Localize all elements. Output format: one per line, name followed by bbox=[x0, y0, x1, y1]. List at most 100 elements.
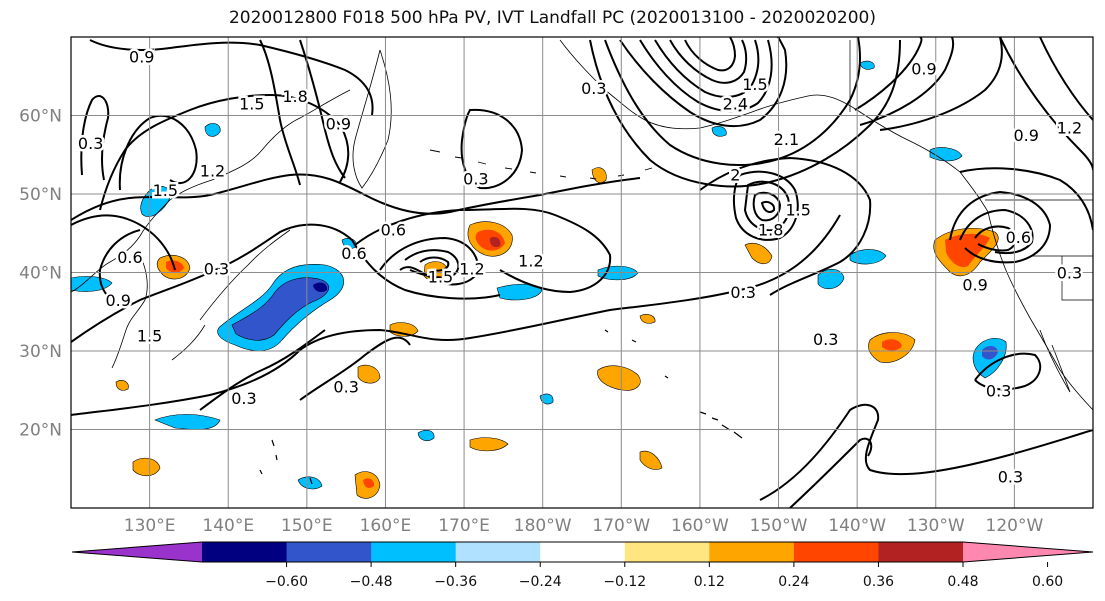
lon-tick-label: 180°W bbox=[514, 516, 572, 536]
pv-contour bbox=[669, 39, 748, 84]
contour-label: 0.6 bbox=[381, 220, 406, 239]
lat-tick-label: 60°N bbox=[19, 107, 62, 127]
neg-anomaly-blob bbox=[231, 277, 330, 341]
pos-anomaly-blob bbox=[639, 450, 663, 470]
colorbar-tick-label: −0.36 bbox=[434, 574, 477, 590]
pv-contour bbox=[854, 37, 923, 111]
contour-label: 0.6 bbox=[117, 248, 142, 267]
border-canada-us bbox=[849, 40, 1093, 301]
pos-anomaly-blob bbox=[489, 236, 501, 248]
neg-anomaly-blob bbox=[817, 269, 845, 290]
coastlines bbox=[71, 39, 1093, 485]
lon-tick-label: 150°E bbox=[281, 516, 333, 536]
coastline-kamchatka bbox=[352, 49, 392, 189]
colorbar-segment bbox=[709, 542, 795, 562]
lon-tick-label: 160°W bbox=[671, 516, 729, 536]
colorbar-outline bbox=[71, 541, 1094, 563]
contour-label: 1.8 bbox=[758, 220, 783, 239]
contour-label: 1.5 bbox=[239, 95, 264, 114]
neg-anomaly-blob bbox=[859, 60, 875, 70]
lon-tick-label: 130°W bbox=[907, 516, 965, 536]
colorbar-extend-high bbox=[963, 542, 1093, 562]
contour-label: 0.3 bbox=[998, 468, 1023, 487]
contour-label: 0.3 bbox=[204, 260, 229, 279]
pv-contour bbox=[760, 200, 776, 213]
contour-label: 1.5 bbox=[785, 201, 810, 220]
pv-contour bbox=[299, 39, 346, 179]
colorbar-tick-label: −0.12 bbox=[603, 574, 646, 590]
neg-anomaly-blob bbox=[417, 429, 435, 442]
pv-contour bbox=[89, 39, 374, 116]
lon-tick-label: 170°E bbox=[438, 516, 490, 536]
colorbar-segment bbox=[793, 542, 879, 562]
contour-label: 2.1 bbox=[774, 130, 799, 149]
colorbar-extend-low bbox=[72, 542, 202, 562]
contour-label: 0.3 bbox=[581, 79, 606, 98]
colorbar bbox=[71, 541, 1094, 563]
contour-label: 2 bbox=[730, 165, 740, 184]
colorbar-tick-label: 0.24 bbox=[778, 574, 809, 590]
neg-anomaly-blob bbox=[204, 123, 221, 137]
coastline-islands bbox=[259, 329, 669, 485]
plot-title: 2020012800 F018 500 hPa PV, IVT Landfall… bbox=[228, 8, 876, 28]
coastline-japan bbox=[171, 229, 291, 361]
pv-contour bbox=[743, 180, 791, 232]
contour-label: 0.6 bbox=[341, 244, 366, 263]
contour-label: 1.2 bbox=[518, 252, 543, 271]
gridlines bbox=[71, 37, 1093, 508]
colorbar-segment bbox=[624, 542, 710, 562]
pv-contour bbox=[71, 214, 176, 271]
colorbar-segment bbox=[455, 542, 541, 562]
pv-contour bbox=[949, 190, 1052, 264]
neg-anomaly-blob bbox=[711, 126, 727, 137]
colorbar-segment bbox=[540, 542, 626, 562]
pos-anomaly-blob bbox=[115, 380, 129, 391]
neg-anomaly-blob bbox=[982, 346, 998, 360]
colorbar-segment bbox=[371, 542, 457, 562]
colorbar-segment bbox=[286, 542, 372, 562]
contour-label: 0.9 bbox=[911, 59, 936, 78]
contour-label: 2.4 bbox=[723, 95, 748, 114]
pv-contour bbox=[98, 229, 141, 306]
colorbar-segment bbox=[202, 542, 288, 562]
contour-label: 0.3 bbox=[813, 330, 838, 349]
contour-label: 0.3 bbox=[333, 377, 358, 396]
contour-label: 1.5 bbox=[153, 181, 178, 200]
map-area: 0.90.31.5 1.80.91.21.50.60.30.91.50.60.61… bbox=[71, 37, 1093, 508]
pv-contour bbox=[654, 39, 760, 98]
lon-tick-label: 140°W bbox=[828, 516, 886, 536]
colorbar-tick-labels: −0.60 −0.48 −0.36 −0.24 −0.12 0.12 0.24 0.36 0.4… bbox=[265, 562, 1063, 590]
pos-anomaly-blob bbox=[597, 365, 641, 391]
latitude-tick-labels: 20°N 30°N 40°N 50°N 60°N bbox=[19, 107, 62, 441]
pv-contour bbox=[699, 156, 872, 296]
neg-anomaly-blob bbox=[849, 249, 887, 265]
pv-contour bbox=[974, 352, 1042, 391]
pv-contour bbox=[879, 37, 1003, 131]
lat-tick-label: 20°N bbox=[19, 421, 62, 441]
coastline-east-asia bbox=[71, 89, 351, 293]
lat-tick-label: 30°N bbox=[19, 342, 62, 362]
pos-anomaly-blob bbox=[469, 437, 509, 452]
pos-anomaly-blob bbox=[363, 478, 375, 488]
pv-contour bbox=[732, 170, 799, 241]
contour-labels: 0.90.31.5 1.80.91.21.50.60.30.91.50.60.61… bbox=[75, 45, 1084, 489]
lon-tick-label: 130°E bbox=[124, 516, 176, 536]
contour-label: 1.2 bbox=[1057, 118, 1082, 137]
pv-contour bbox=[419, 256, 450, 272]
colorbar-tick-label: −0.48 bbox=[350, 574, 393, 590]
pv-contour bbox=[604, 37, 861, 166]
pv-contour bbox=[354, 207, 612, 294]
pv-contour bbox=[639, 39, 773, 113]
pv-contour bbox=[71, 214, 841, 416]
pv-contour bbox=[999, 37, 1093, 171]
colorbar-tick-label: −0.24 bbox=[519, 574, 562, 590]
colorbar-tick-label: 0.60 bbox=[1032, 574, 1063, 590]
pv-contour bbox=[460, 108, 524, 190]
contour-label: 0.3 bbox=[986, 381, 1011, 400]
contour-label: 0.9 bbox=[1013, 126, 1038, 145]
pv-contour bbox=[589, 39, 901, 188]
pv-contour bbox=[379, 236, 480, 286]
contour-label: 0.3 bbox=[730, 283, 755, 302]
lon-tick-label: 120°W bbox=[986, 516, 1044, 536]
pv-contour bbox=[404, 249, 460, 279]
